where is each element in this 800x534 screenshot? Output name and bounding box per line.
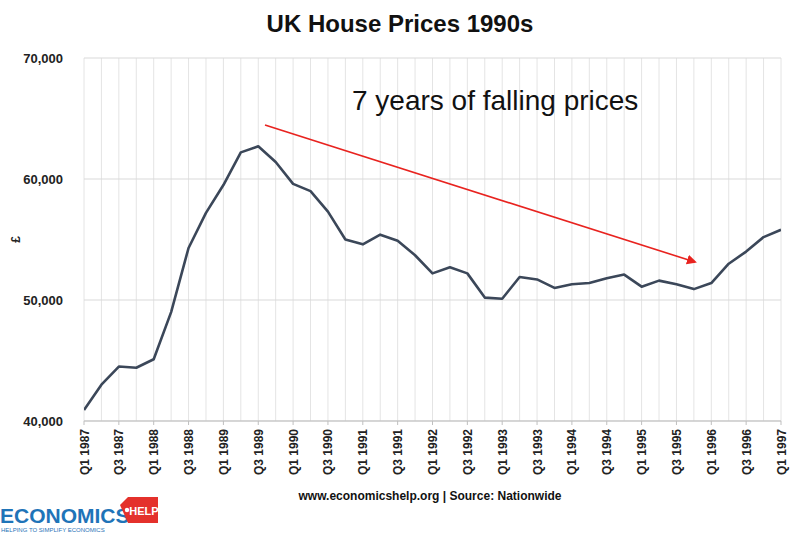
x-tick: [293, 421, 294, 425]
x-tick-label: Q1 1989: [217, 429, 231, 475]
grid-line-x: [641, 58, 642, 421]
x-tick: [571, 421, 572, 425]
x-tick: [781, 421, 782, 425]
logo-tagline: HELPING TO SIMPLIFY ECONOMICS: [1, 527, 105, 533]
grid-line-x: [711, 58, 712, 421]
price-line: [84, 146, 781, 410]
grid-line-x: [327, 58, 328, 421]
logo-badge-shape: [120, 497, 158, 523]
x-tick-label: Q1 1991: [356, 429, 370, 475]
x-tick-label: Q1 1995: [635, 429, 649, 475]
x-tick: [432, 421, 433, 425]
x-tick-label: Q1 1997: [775, 429, 789, 475]
x-tick: [188, 421, 189, 425]
x-tick: [84, 421, 85, 425]
logo-badge: HELP: [129, 505, 158, 517]
x-tick-label: Q3 1990: [321, 429, 335, 475]
grid-line-x: [746, 58, 747, 421]
x-tick-label: Q1 1992: [426, 429, 440, 475]
x-tick-label: Q3 1987: [112, 429, 126, 475]
x-tick: [606, 421, 607, 425]
x-tick-label: Q3 1994: [600, 429, 614, 475]
plot-area: [84, 146, 781, 410]
x-tick: [397, 421, 398, 425]
x-tick-label: Q1 1987: [78, 429, 92, 475]
y-tick-label: 70,000: [23, 51, 63, 66]
x-tick: [153, 421, 154, 425]
grid-line-x: [188, 58, 189, 421]
y-axis-label: £: [9, 236, 23, 243]
source: www.economicshelp.org | Source: Nationwi…: [298, 489, 562, 503]
logo-name: ECONOMICS: [0, 504, 130, 527]
x-tick-label: Q3 1993: [531, 429, 545, 475]
grid-line-x: [223, 58, 224, 421]
grid-line-x: [763, 58, 764, 421]
grid-line-x: [659, 58, 660, 421]
x-tick: [467, 421, 468, 425]
x-tick-label: Q3 1988: [182, 429, 196, 475]
grid-line-x: [275, 58, 276, 421]
grid-line-x: [781, 58, 782, 421]
annotation-arrow: [265, 125, 695, 262]
x-tick-label: Q3 1996: [740, 429, 754, 475]
x-tick: [641, 421, 642, 425]
grid-line-y: [84, 58, 781, 59]
x-tick-label: Q3 1989: [252, 429, 266, 475]
grid-line-x: [171, 58, 172, 421]
x-tick: [746, 421, 747, 425]
grid-line-y: [84, 300, 781, 301]
x-tick-label: Q3 1991: [391, 429, 405, 475]
x-tick: [362, 421, 363, 425]
x-tick-label: Q3 1995: [670, 429, 684, 475]
x-tick: [502, 421, 503, 425]
logo: ECONOMICSHELP HELPING TO SIMPLIFY ECONOMI…: [0, 497, 159, 533]
x-tick: [118, 421, 119, 425]
grid-line-x: [205, 58, 206, 421]
grid-line-x: [258, 58, 259, 421]
x-tick-label: Q1 1988: [147, 429, 161, 475]
x-tick: [223, 421, 224, 425]
x-tick: [327, 421, 328, 425]
x-tick-label: Q3 1992: [461, 429, 475, 475]
x-tick: [537, 421, 538, 425]
x-tick-label: Q1 1994: [565, 429, 579, 475]
grid-line-x: [84, 58, 85, 421]
grid-line-x: [101, 58, 102, 421]
grid-line-x: [240, 58, 241, 421]
x-tick: [258, 421, 259, 425]
x-tick-label: Q1 1996: [705, 429, 719, 475]
grid-line-x: [676, 58, 677, 421]
title: UK House Prices 1990s: [267, 10, 534, 37]
grid-line-x: [728, 58, 729, 421]
x-tick-label: Q1 1993: [496, 429, 510, 475]
grid-line-x: [153, 58, 154, 421]
grid-line-x: [293, 58, 294, 421]
annotation: 7 years of falling prices: [352, 85, 638, 116]
x-tick: [676, 421, 677, 425]
grid-line-x: [693, 58, 694, 421]
x-tick-label: Q1 1990: [287, 429, 301, 475]
y-tick-label: 60,000: [23, 172, 63, 187]
x-tick: [711, 421, 712, 425]
y-tick-label: 50,000: [23, 293, 63, 308]
chart: UK House Prices 1990s 40,000 50,000 60,000 7…: [0, 0, 800, 534]
grid-line-x: [310, 58, 311, 421]
y-tick-label: 40,000: [23, 414, 63, 429]
